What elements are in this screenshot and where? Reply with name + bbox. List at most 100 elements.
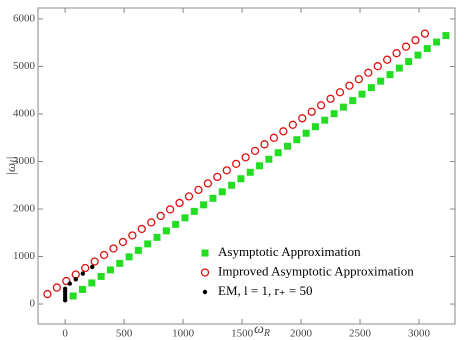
point xyxy=(265,155,273,163)
point xyxy=(367,84,375,92)
point xyxy=(405,58,413,66)
y-tick-label: 3000 xyxy=(13,155,36,167)
point xyxy=(316,101,326,110)
point xyxy=(172,220,180,228)
legend-marker xyxy=(200,268,210,277)
y-tick-label: 6000 xyxy=(13,12,36,24)
point xyxy=(118,237,128,247)
legend-label: Asymptotic Approximation xyxy=(218,244,361,259)
point xyxy=(88,279,96,287)
point xyxy=(423,45,431,53)
plot-frame xyxy=(37,7,456,325)
point xyxy=(73,277,78,282)
point xyxy=(302,129,310,137)
point xyxy=(62,286,68,292)
legend-label: EM, l = 1, r₊ = 50 xyxy=(218,283,312,298)
point xyxy=(274,149,282,157)
point xyxy=(147,218,156,227)
point xyxy=(241,153,250,162)
point xyxy=(137,224,146,234)
point xyxy=(90,257,99,266)
point xyxy=(420,29,430,38)
y-tick-label: 2000 xyxy=(13,203,36,215)
point xyxy=(190,207,198,215)
point xyxy=(97,272,105,280)
point xyxy=(442,32,450,40)
point xyxy=(153,233,161,241)
x-label-sub: R xyxy=(263,328,270,339)
point xyxy=(194,185,203,195)
point xyxy=(298,114,307,123)
point xyxy=(162,227,170,235)
point xyxy=(377,77,385,85)
legend-marker xyxy=(202,289,208,295)
y-tick-label: 4000 xyxy=(13,107,36,119)
x-tick-label: 0 xyxy=(62,328,68,340)
point xyxy=(181,214,189,222)
point xyxy=(307,107,316,116)
point xyxy=(345,81,354,90)
point xyxy=(78,285,86,293)
point xyxy=(237,175,245,183)
point xyxy=(71,270,80,279)
x-tick-label: 2500 xyxy=(349,328,372,340)
point xyxy=(283,142,291,150)
point xyxy=(203,179,213,188)
point xyxy=(401,42,411,51)
point xyxy=(165,205,175,214)
point xyxy=(144,240,152,248)
point xyxy=(349,97,357,105)
y-tick-label: 5000 xyxy=(13,60,36,72)
point xyxy=(222,166,231,175)
point xyxy=(209,194,217,202)
point xyxy=(335,88,345,97)
point xyxy=(395,64,403,72)
y-label-open: |ω xyxy=(3,163,18,176)
point xyxy=(339,103,347,111)
point xyxy=(184,192,194,201)
point xyxy=(62,276,71,286)
point xyxy=(326,94,335,103)
x-tick-label: 2000 xyxy=(290,328,313,340)
y-label-sub: I xyxy=(9,159,19,164)
point xyxy=(354,75,364,84)
point xyxy=(246,168,254,176)
point xyxy=(200,201,208,209)
legend-marker xyxy=(201,249,209,257)
y-axis-label: |ωI| xyxy=(3,156,19,175)
point xyxy=(358,90,366,98)
y-tick-label: 0 xyxy=(30,298,36,310)
point xyxy=(213,172,222,182)
point xyxy=(106,266,114,274)
y-label-close: | xyxy=(3,156,18,160)
x-tick-label: 1000 xyxy=(172,328,195,340)
point xyxy=(364,68,373,77)
point xyxy=(288,120,297,129)
point xyxy=(232,159,241,169)
point xyxy=(80,271,86,276)
point xyxy=(228,181,236,189)
point xyxy=(330,110,338,118)
point xyxy=(128,231,137,240)
point xyxy=(260,140,269,149)
y-tick-label: 1000 xyxy=(13,250,36,262)
point xyxy=(52,283,62,292)
x-axis-label: ωR xyxy=(254,322,270,339)
x-tick-label: 1500 xyxy=(231,328,254,340)
point xyxy=(81,263,90,273)
x-tick-label: 3000 xyxy=(408,328,431,340)
point xyxy=(134,246,142,254)
point xyxy=(373,62,382,71)
point xyxy=(279,127,288,136)
point xyxy=(383,55,392,64)
point xyxy=(90,264,95,270)
point xyxy=(43,289,52,299)
point xyxy=(269,133,279,142)
point xyxy=(109,244,118,253)
point xyxy=(69,292,77,300)
point xyxy=(116,259,124,267)
point xyxy=(414,51,422,59)
point xyxy=(293,136,301,144)
point xyxy=(218,188,226,196)
